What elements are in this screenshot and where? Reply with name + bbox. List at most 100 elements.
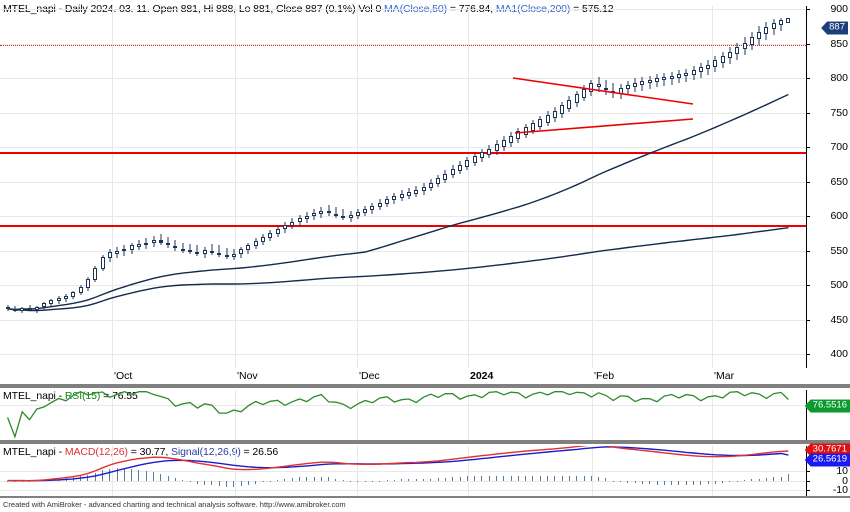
candle-body-up: [779, 20, 784, 26]
candlestick: [465, 6, 470, 368]
candle-body-down: [158, 240, 163, 243]
candlestick: [669, 6, 674, 368]
candle-body-up: [202, 250, 207, 255]
candlestick: [625, 6, 630, 368]
macd-histogram-bar: [211, 480, 213, 486]
candle-body-up: [742, 42, 747, 50]
candlestick: [85, 6, 90, 368]
candlestick: [71, 6, 76, 368]
candlestick: [246, 6, 251, 368]
macd-histogram-bar: [335, 478, 337, 481]
candle-body-down: [333, 213, 338, 216]
candlestick: [195, 6, 200, 368]
candlestick: [217, 6, 222, 368]
ma200-value: = 575.12: [573, 3, 614, 15]
gridline-v: [712, 6, 713, 368]
x-axis-labels: 'Oct 'Nov 'Dec 2024 'Feb 'Mar: [0, 370, 850, 385]
macd-histogram-bar: [189, 480, 191, 483]
candlestick: [487, 6, 492, 368]
candle-body-up: [538, 119, 543, 127]
candle-body-up: [735, 47, 740, 55]
macd-panel: MTEL_napi - MACD(12,26) = 30.77, Signal(…: [0, 442, 850, 498]
gridline-h: [0, 285, 806, 287]
macd-histogram-bar: [671, 480, 673, 485]
macd-histogram-bar: [160, 474, 162, 481]
gridline-h: [0, 78, 806, 80]
candlestick: [34, 6, 39, 368]
pattern-lower-trendline: [514, 118, 694, 134]
macd-histogram-bar: [744, 480, 746, 482]
price-y-axis[interactable]: 900 850 800 750 700 650 600 550 500 450 400 887: [806, 3, 850, 368]
macd-histogram-bar: [503, 475, 505, 481]
macd-histogram-bar: [306, 476, 308, 481]
candlestick: [633, 6, 638, 368]
y-tick-mark: [806, 43, 810, 45]
y-tick-mark: [806, 112, 810, 114]
y-tick-mark: [806, 354, 810, 356]
candlestick: [78, 6, 83, 368]
candle-body-up: [523, 127, 528, 135]
candle-body-up: [20, 308, 25, 311]
candlestick: [180, 6, 185, 368]
candle-body-up: [297, 218, 302, 223]
candle-body-up: [552, 110, 557, 119]
candlestick: [166, 6, 171, 368]
candle-body-up: [428, 182, 433, 189]
candlestick: [282, 6, 287, 368]
candle-body-up: [421, 186, 426, 192]
macd-histogram-bar: [663, 480, 665, 485]
gridline-h: [0, 43, 806, 45]
candlestick: [20, 6, 25, 368]
candlestick: [261, 6, 266, 368]
y-tick-mark: [806, 9, 810, 11]
candle-body-up: [582, 88, 587, 98]
candlestick: [450, 6, 455, 368]
macd-y-axis[interactable]: 10 0 -10 30.7671 26.5619: [804, 443, 850, 496]
candlestick: [348, 6, 353, 368]
candle-body-up: [647, 79, 652, 84]
gridline-h: [0, 405, 806, 406]
macd-histogram-bar: [196, 480, 198, 484]
gridline-v: [468, 446, 469, 496]
y-tick-mark: [806, 471, 810, 472]
price-axis-line: [806, 6, 807, 368]
macd-histogram-bar: [729, 480, 731, 483]
candle-body-up: [749, 37, 754, 45]
ma200-label: MA1(Close,200): [495, 3, 571, 15]
macd-histogram-bar: [693, 480, 694, 486]
candle-body-up: [85, 279, 90, 288]
candle-body-up: [122, 249, 127, 252]
macd-value: = 30.77,: [127, 446, 171, 458]
candlestick: [333, 6, 338, 368]
gridline-v: [592, 446, 593, 496]
macd-histogram-bar: [342, 479, 344, 481]
macd-histogram-bar: [685, 480, 687, 486]
candlestick: [5, 6, 10, 368]
candle-body-down: [224, 254, 229, 257]
rsi-y-axis[interactable]: 70 76.5516: [804, 390, 850, 440]
gridline-v: [712, 390, 713, 440]
candle-body-up: [764, 26, 769, 35]
gridline-v: [468, 6, 469, 368]
candle-body-up: [472, 156, 477, 163]
macd-histogram-bar: [547, 476, 549, 481]
y-tick-mark: [806, 147, 810, 149]
candle-body-up: [56, 298, 61, 302]
candle-body-up: [596, 83, 601, 87]
candlestick: [647, 6, 652, 368]
candlestick: [100, 6, 105, 368]
macd-histogram-bar: [459, 476, 461, 481]
candlestick: [727, 6, 732, 368]
macd-title-symbol: MTEL_napi -: [3, 446, 65, 458]
macd-histogram-bar: [116, 468, 118, 481]
y-tick-label: 800: [830, 72, 848, 85]
macd-histogram-bar: [240, 480, 242, 487]
candlestick: [64, 6, 69, 368]
candle-body-up: [727, 52, 732, 59]
candle-body-up: [786, 18, 791, 23]
candle-wick: [160, 234, 162, 246]
macd-histogram-bar: [269, 480, 271, 482]
candle-body-up: [64, 296, 69, 300]
macd-histogram-bar: [656, 480, 658, 485]
